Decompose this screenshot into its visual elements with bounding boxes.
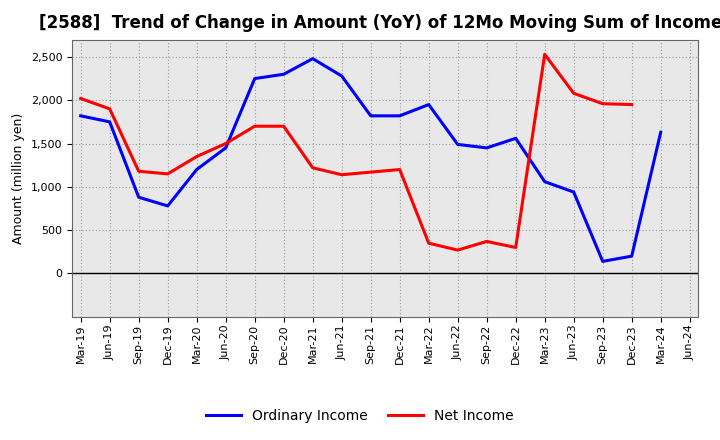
Ordinary Income <box>598 259 607 264</box>
Net Income <box>395 167 404 172</box>
Ordinary Income <box>454 142 462 147</box>
Net Income <box>482 239 491 244</box>
Net Income <box>454 247 462 253</box>
Title: [2588]  Trend of Change in Amount (YoY) of 12Mo Moving Sum of Incomes: [2588] Trend of Change in Amount (YoY) o… <box>39 15 720 33</box>
Net Income <box>541 51 549 57</box>
Y-axis label: Amount (million yen): Amount (million yen) <box>12 113 25 244</box>
Ordinary Income <box>424 102 433 107</box>
Net Income <box>570 91 578 96</box>
Ordinary Income <box>192 167 201 172</box>
Net Income <box>279 124 288 129</box>
Ordinary Income <box>482 145 491 150</box>
Net Income <box>251 124 259 129</box>
Ordinary Income <box>135 194 143 200</box>
Ordinary Income <box>541 179 549 184</box>
Net Income <box>192 154 201 159</box>
Net Income <box>366 169 375 175</box>
Net Income <box>308 165 317 170</box>
Net Income <box>511 245 520 250</box>
Ordinary Income <box>308 56 317 61</box>
Line: Ordinary Income: Ordinary Income <box>81 59 661 261</box>
Net Income <box>221 141 230 146</box>
Net Income <box>627 102 636 107</box>
Ordinary Income <box>395 113 404 118</box>
Net Income <box>135 169 143 174</box>
Ordinary Income <box>657 130 665 135</box>
Ordinary Income <box>366 113 375 118</box>
Net Income <box>76 96 85 101</box>
Net Income <box>598 101 607 106</box>
Line: Net Income: Net Income <box>81 54 690 308</box>
Ordinary Income <box>163 203 172 209</box>
Ordinary Income <box>570 189 578 194</box>
Ordinary Income <box>338 73 346 79</box>
Net Income <box>424 241 433 246</box>
Ordinary Income <box>251 76 259 81</box>
Ordinary Income <box>511 136 520 141</box>
Ordinary Income <box>105 119 114 125</box>
Ordinary Income <box>221 145 230 150</box>
Ordinary Income <box>279 72 288 77</box>
Net Income <box>163 171 172 176</box>
Ordinary Income <box>76 113 85 118</box>
Net Income <box>105 106 114 111</box>
Ordinary Income <box>627 253 636 259</box>
Net Income <box>685 305 694 311</box>
Legend: Ordinary Income, Net Income: Ordinary Income, Net Income <box>200 403 520 429</box>
Net Income <box>338 172 346 177</box>
